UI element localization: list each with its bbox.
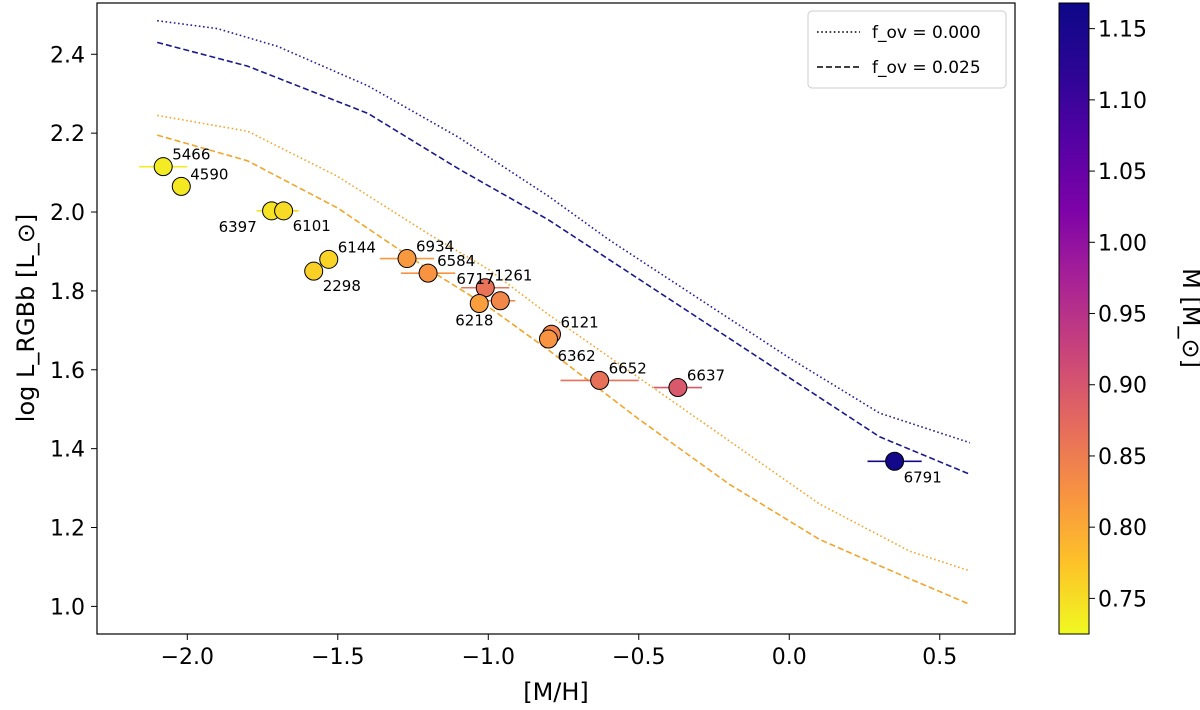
point-label-6121: 6121 [560, 313, 598, 331]
legend: f_ov = 0.000 f_ov = 0.025 [807, 10, 1007, 89]
y-tick-label: 1.6 [50, 359, 85, 384]
data-point-6144 [319, 249, 339, 269]
point-label-6637: 6637 [687, 367, 725, 385]
point-label-6791: 6791 [904, 468, 942, 486]
point-label-5466: 5466 [172, 146, 210, 164]
colorbar-ticks: 0.75 0.80 0.85 0.90 0.95 1.00 1.05 1.10 1.15 [1089, 18, 1147, 612]
legend-box [807, 10, 1007, 89]
colorbar-tick-label: 1.05 [1098, 160, 1147, 185]
data-point-6652 [590, 370, 610, 390]
point-label-6218: 6218 [455, 312, 493, 330]
y-tick-label: 1.2 [50, 517, 85, 542]
x-axis-label: [M/H] [523, 678, 589, 706]
y-tick-label: 2.2 [50, 122, 85, 147]
point-label-6584: 6584 [437, 252, 475, 270]
data-point-5466 [153, 157, 173, 177]
plot-frame [96, 2, 1016, 635]
y-axis-label: log L_RGBb [L_⊙] [12, 214, 40, 422]
x-tick-label: −1.0 [462, 645, 515, 670]
x-tick-label: −2.0 [161, 645, 214, 670]
data-points [153, 157, 905, 471]
y-axis-ticks: 1.0 1.2 1.4 1.6 1.8 2.0 2.2 2.4 [50, 43, 97, 620]
data-point-6934 [397, 249, 417, 269]
x-tick-label: −1.5 [311, 645, 364, 670]
y-tick-label: 2.4 [50, 43, 85, 68]
point-label-6101: 6101 [293, 217, 331, 235]
colorbar-tick-label: 0.90 [1098, 374, 1147, 399]
data-point-6362 [538, 329, 558, 349]
colorbar-label: M [M_⊙] [1177, 268, 1200, 368]
point-label-6144: 6144 [338, 238, 376, 256]
model-line-0 [157, 19, 971, 444]
colorbar-gradient [1058, 2, 1090, 635]
point-label-6934: 6934 [416, 238, 454, 256]
colorbar-tick-label: 1.15 [1098, 18, 1147, 43]
data-point-6101 [274, 201, 294, 221]
y-tick-label: 1.8 [50, 280, 85, 305]
plot-background [97, 3, 1015, 634]
colorbar-tick-label: 1.10 [1098, 89, 1147, 114]
y-tick-label: 2.0 [50, 201, 85, 226]
point-label-2298: 2298 [323, 277, 361, 295]
x-tick-label: 0.0 [772, 645, 807, 670]
colorbar-tick-label: 1.00 [1098, 231, 1147, 256]
point-label-6397: 6397 [219, 218, 257, 236]
legend-label-fov-025: f_ov = 0.025 [872, 58, 981, 78]
data-point-2298 [304, 261, 324, 281]
colorbar-tick-label: 0.85 [1098, 445, 1147, 470]
colorbar: 0.75 0.80 0.85 0.90 0.95 1.00 1.05 1.10 1.15 M [… [1058, 2, 1200, 635]
colorbar-tick-label: 0.95 [1098, 303, 1147, 328]
data-point-6584 [418, 263, 438, 283]
data-point-6717 [490, 291, 510, 311]
point-label-1261: 1261 [494, 267, 532, 285]
data-point-6791 [885, 451, 905, 471]
model-line-1 [156, 41, 971, 476]
data-point-6218 [469, 294, 489, 314]
model-line-3 [156, 134, 971, 606]
data-point-6637 [668, 378, 688, 398]
y-tick-label: 1.4 [50, 438, 85, 463]
x-tick-label: −0.5 [612, 645, 665, 670]
model-lines [156, 19, 971, 606]
y-tick-label: 1.0 [50, 595, 85, 620]
colorbar-tick-label: 0.75 [1098, 587, 1147, 612]
legend-label-fov-0: f_ov = 0.000 [872, 23, 981, 43]
x-tick-label: 0.5 [922, 645, 957, 670]
point-label-6717: 6717 [456, 270, 494, 288]
point-label-6362: 6362 [557, 347, 595, 365]
point-label-4590: 4590 [190, 165, 228, 183]
colorbar-tick-label: 0.80 [1098, 516, 1147, 541]
data-point-4590 [171, 176, 191, 196]
point-label-6652: 6652 [609, 359, 647, 377]
x-axis-ticks: −2.0 −1.5 −1.0 −0.5 0.0 0.5 [161, 634, 957, 670]
